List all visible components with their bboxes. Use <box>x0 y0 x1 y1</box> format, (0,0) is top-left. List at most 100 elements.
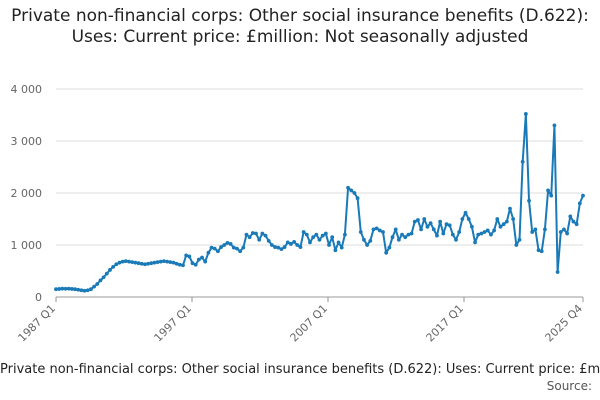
data-point[interactable] <box>412 219 417 224</box>
data-point[interactable] <box>250 231 255 235</box>
data-point[interactable] <box>314 232 319 237</box>
data-point[interactable] <box>139 261 144 266</box>
data-point[interactable] <box>317 237 322 242</box>
data-point[interactable] <box>298 245 303 249</box>
data-point[interactable] <box>473 240 477 245</box>
data-point[interactable] <box>536 248 541 253</box>
data-point[interactable] <box>85 288 90 293</box>
data-point[interactable] <box>158 259 163 264</box>
data-point[interactable] <box>463 210 468 215</box>
data-point[interactable] <box>327 243 331 247</box>
data-point[interactable] <box>431 227 436 232</box>
data-point[interactable] <box>438 219 443 224</box>
data-point[interactable] <box>190 261 195 266</box>
data-point[interactable] <box>222 243 227 247</box>
data-point[interactable] <box>371 227 376 232</box>
data-point[interactable] <box>76 287 81 292</box>
data-point[interactable] <box>200 255 204 260</box>
data-point[interactable] <box>177 262 182 267</box>
data-point[interactable] <box>416 218 420 222</box>
data-point[interactable] <box>558 230 563 234</box>
data-point[interactable] <box>181 263 185 268</box>
data-point[interactable] <box>142 262 147 267</box>
data-point[interactable] <box>441 231 446 236</box>
data-point[interactable] <box>381 230 385 234</box>
data-point[interactable] <box>435 233 439 238</box>
data-point[interactable] <box>95 282 100 286</box>
data-point[interactable] <box>377 228 382 233</box>
data-point[interactable] <box>187 254 192 259</box>
data-point[interactable] <box>73 287 77 292</box>
data-point[interactable] <box>419 227 423 232</box>
data-point[interactable] <box>89 287 93 292</box>
data-point[interactable] <box>57 287 62 291</box>
data-point[interactable] <box>514 243 519 247</box>
data-point[interactable] <box>482 230 487 234</box>
data-point[interactable] <box>549 193 554 198</box>
data-point[interactable] <box>393 227 398 232</box>
data-point[interactable] <box>289 242 293 246</box>
data-point[interactable] <box>546 188 550 193</box>
data-point[interactable] <box>231 245 236 250</box>
data-point[interactable] <box>581 193 585 198</box>
data-point[interactable] <box>349 188 354 193</box>
data-point[interactable] <box>409 231 414 236</box>
data-point[interactable] <box>396 237 401 242</box>
data-point[interactable] <box>79 288 84 293</box>
data-point[interactable] <box>387 245 392 250</box>
data-point[interactable] <box>117 260 122 265</box>
data-point[interactable] <box>282 245 287 249</box>
data-point[interactable] <box>495 217 500 221</box>
data-point[interactable] <box>174 261 179 266</box>
data-point[interactable] <box>533 227 538 232</box>
data-point[interactable] <box>285 240 290 245</box>
data-point[interactable] <box>104 271 109 276</box>
data-point[interactable] <box>577 201 582 206</box>
data-point[interactable] <box>362 237 366 242</box>
data-point[interactable] <box>235 246 239 251</box>
data-point[interactable] <box>155 260 160 265</box>
data-point[interactable] <box>400 232 404 237</box>
data-point[interactable] <box>206 250 211 255</box>
data-point[interactable] <box>241 245 246 250</box>
data-point[interactable] <box>447 223 452 228</box>
data-point[interactable] <box>368 238 373 243</box>
data-point[interactable] <box>60 286 65 291</box>
data-point[interactable] <box>212 246 217 251</box>
data-point[interactable] <box>244 232 249 237</box>
data-point[interactable] <box>476 232 481 237</box>
data-point[interactable] <box>311 235 316 240</box>
data-point[interactable] <box>552 123 557 128</box>
data-point[interactable] <box>323 231 328 236</box>
data-point[interactable] <box>504 219 509 224</box>
data-point[interactable] <box>485 228 490 233</box>
data-point[interactable] <box>82 288 87 293</box>
data-point[interactable] <box>374 226 379 231</box>
data-point[interactable] <box>568 214 573 219</box>
data-point[interactable] <box>384 250 389 255</box>
data-point[interactable] <box>355 196 360 201</box>
data-point[interactable] <box>450 232 455 237</box>
data-point[interactable] <box>266 238 271 243</box>
data-point[interactable] <box>276 245 281 250</box>
data-point[interactable] <box>352 191 357 195</box>
data-point[interactable] <box>193 262 198 267</box>
data-point[interactable] <box>498 224 503 229</box>
data-point[interactable] <box>162 259 166 264</box>
data-point[interactable] <box>511 217 516 221</box>
data-point[interactable] <box>54 287 58 292</box>
data-point[interactable] <box>292 239 297 244</box>
data-point[interactable] <box>333 248 338 253</box>
data-point[interactable] <box>203 259 208 264</box>
data-point[interactable] <box>130 260 135 265</box>
data-point[interactable] <box>63 286 68 291</box>
data-point[interactable] <box>574 222 579 227</box>
data-point[interactable] <box>273 245 277 249</box>
data-point[interactable] <box>444 222 449 227</box>
data-point[interactable] <box>136 261 141 266</box>
data-point[interactable] <box>492 228 497 233</box>
data-point[interactable] <box>219 245 223 249</box>
data-point[interactable] <box>304 232 309 237</box>
data-point[interactable] <box>295 243 300 247</box>
data-point[interactable] <box>238 249 243 254</box>
